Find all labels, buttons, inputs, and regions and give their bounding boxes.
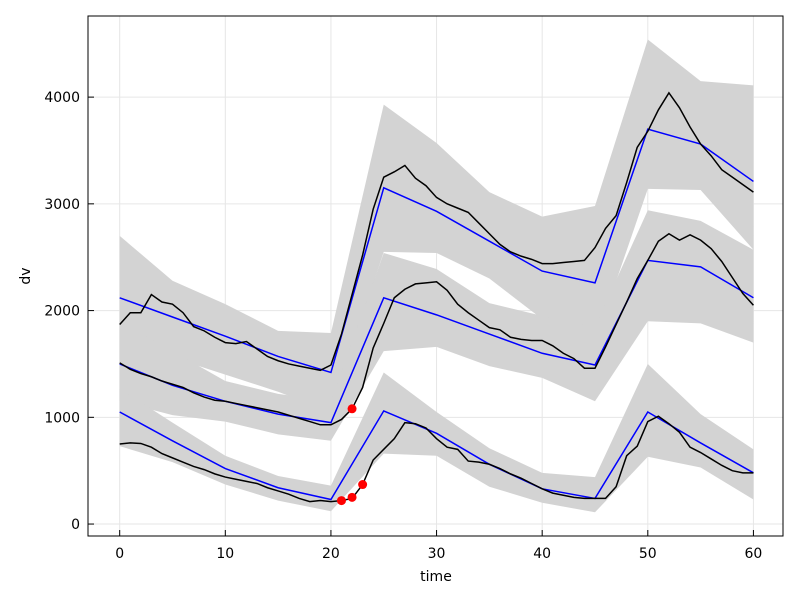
prediction-line — [119, 409, 754, 501]
x-tick-label: 0 — [115, 546, 124, 562]
observed-line — [119, 91, 754, 372]
x-tick-label: 50 — [639, 546, 657, 562]
confidence-band — [119, 210, 754, 441]
highlighted-point — [347, 492, 357, 502]
plot-frame — [87, 15, 784, 537]
x-tick-label: 40 — [533, 546, 551, 562]
x-tick-label: 30 — [428, 546, 446, 562]
highlighted-point — [347, 404, 357, 414]
x-tick-label: 20 — [322, 546, 340, 562]
highlighted-points — [336, 404, 368, 506]
observed-line — [119, 232, 754, 426]
prediction-line — [119, 128, 754, 374]
y-axis-label: dv — [18, 267, 34, 284]
x-axis-label: time — [420, 569, 452, 585]
observed-line — [119, 415, 754, 503]
x-tick-label: 60 — [745, 546, 763, 562]
highlighted-point — [358, 480, 368, 490]
y-tick-label: 3000 — [44, 197, 80, 213]
series-lines — [119, 91, 754, 503]
y-tick-label: 2000 — [44, 304, 80, 320]
x-tick-label: 10 — [216, 546, 234, 562]
y-tick-label: 1000 — [44, 410, 80, 426]
axis-ticks: 0 10 20 30 40 50 60 0 1000 2000 3000 4000 — [44, 90, 762, 562]
highlighted-point — [336, 496, 346, 506]
confidence-band — [119, 39, 754, 412]
y-tick-label: 4000 — [44, 90, 80, 106]
y-tick-label: 0 — [71, 517, 80, 533]
